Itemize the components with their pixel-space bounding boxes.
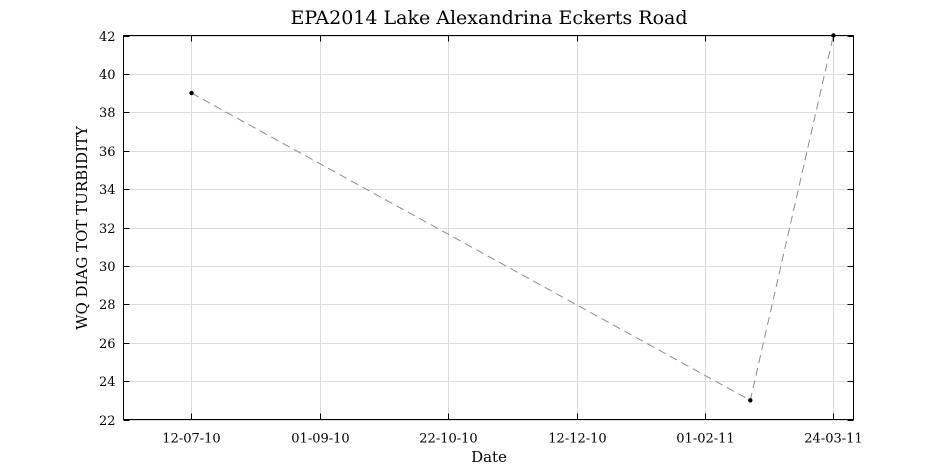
x-tick-label: 22-10-10 bbox=[419, 432, 477, 447]
y-tick-label: 32 bbox=[99, 222, 116, 237]
y-tick-label: 38 bbox=[99, 106, 116, 121]
chart-title: EPA2014 Lake Alexandrina Eckerts Road bbox=[290, 7, 687, 29]
y-tick-label: 24 bbox=[99, 375, 116, 390]
y-tick-label: 26 bbox=[99, 337, 116, 352]
y-tick-label: 34 bbox=[99, 183, 116, 198]
series-line bbox=[191, 35, 834, 402]
axis-ticks: 12-07-10 01-09-10 22-10-10 12-12-10 01-02-11… bbox=[99, 30, 863, 447]
x-tick-label: 24-03-11 bbox=[804, 432, 862, 447]
data-point bbox=[189, 90, 194, 96]
y-tick-label: 36 bbox=[99, 145, 116, 160]
data-series bbox=[189, 33, 836, 403]
y-tick-label: 42 bbox=[99, 30, 116, 45]
y-tick-label: 28 bbox=[99, 298, 116, 313]
grid bbox=[123, 35, 854, 421]
y-tick-label: 30 bbox=[99, 260, 116, 275]
data-point bbox=[831, 33, 836, 38]
y-tick-label: 40 bbox=[99, 68, 116, 83]
y-axis-label: WQ DIAG TOT TURBIDITY bbox=[73, 125, 91, 330]
x-tick-label: 12-12-10 bbox=[548, 432, 606, 447]
x-tick-label: 01-09-10 bbox=[291, 432, 349, 447]
y-tick-label: 22 bbox=[99, 414, 116, 429]
x-tick-label: 12-07-10 bbox=[162, 432, 220, 447]
x-axis-label: Date bbox=[471, 448, 507, 466]
plot-area bbox=[123, 35, 854, 420]
x-tick-label: 01-02-11 bbox=[676, 432, 734, 447]
data-point bbox=[748, 398, 753, 403]
